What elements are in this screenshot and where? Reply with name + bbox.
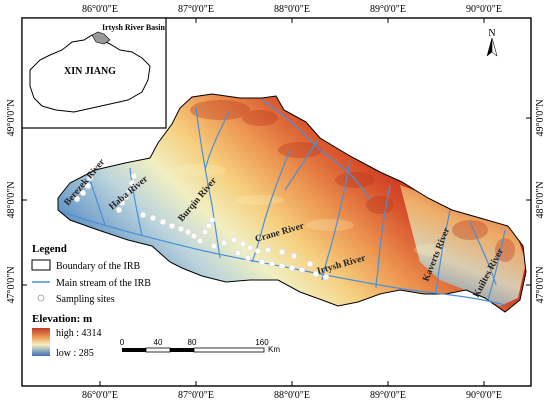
north-arrow: N (486, 28, 498, 57)
elevation-low-label: low : 285 (56, 348, 94, 359)
haba-river-line (129, 167, 143, 237)
burqin-tributary (204, 109, 231, 171)
longitude-labels-top: 86°0'0"E 87°0'0"E 88°0'0"E 89°0'0"E 90°0… (82, 4, 502, 15)
inset-region-label: XIN JIANG (64, 66, 116, 77)
lon-label-90-bottom: 90°0'0"E (466, 390, 502, 401)
xinjiang-outline (29, 34, 151, 113)
inset-map: Irtysh River Basin XIN JIANG (21, 17, 167, 129)
crane-river-line (251, 149, 291, 263)
sampling-sites (73, 172, 330, 281)
legend-boundary-label: Boundary of the IRB (56, 261, 140, 272)
lat-label-49-left: 49°0'0"N (6, 99, 17, 136)
lon-label-90-top: 90°0'0"E (466, 4, 502, 15)
elevation-ramp (32, 328, 50, 356)
kaverts-river-line (435, 209, 451, 293)
lat-label-48-right: 48°0'0"N (535, 181, 546, 218)
north-label: N (488, 28, 495, 39)
elevation-title: Elevation: m (32, 313, 92, 325)
lon-label-88-top: 88°0'0"E (274, 4, 310, 15)
upper-tributary-2 (321, 159, 351, 281)
lon-label-88-bottom: 88°0'0"E (274, 390, 310, 401)
legend-site-swatch (37, 294, 45, 302)
legend-title: Legend (32, 243, 67, 255)
latitude-labels-left: 49°0'0"N 48°0'0"N 47°0'0"N (6, 99, 17, 303)
scale-tick-40: 40 (154, 338, 163, 347)
east-tributary (469, 221, 497, 286)
lon-label-87-top: 87°0'0"E (178, 4, 214, 15)
legend-boundary-swatch (31, 259, 51, 271)
burqin-river-line (195, 107, 221, 259)
scale-tick-160: 160 (255, 338, 269, 347)
inset-title: Irtysh River Basin (102, 23, 166, 32)
lon-label-86-top: 86°0'0"E (82, 4, 118, 15)
latitude-labels-right: 49°0'0"N 48°0'0"N 47°0'0"N (535, 99, 546, 303)
scale-unit: Km (268, 345, 280, 354)
longitude-labels-bottom: 86°0'0"E 87°0'0"E 88°0'0"E 89°0'0"E 90°0… (82, 390, 502, 401)
lon-label-89-top: 89°0'0"E (370, 4, 406, 15)
kuiltes-river-line (487, 229, 506, 301)
scale-tick-80: 80 (188, 338, 197, 347)
legend-sites-label: Sampling sites (56, 294, 115, 305)
berezek-river-line (89, 179, 106, 226)
upper-tributary-1 (261, 99, 371, 201)
elevation-high-label: high : 4314 (56, 328, 102, 339)
inset-irb-highlight (91, 31, 111, 45)
lon-label-86-bottom: 86°0'0"E (82, 390, 118, 401)
scale-tick-0: 0 (120, 338, 125, 347)
lat-label-47-left: 47°0'0"N (6, 266, 17, 303)
lat-label-49-right: 49°0'0"N (535, 99, 546, 136)
lat-label-48-left: 48°0'0"N (6, 181, 17, 218)
map-frame (21, 17, 532, 387)
graticule-ticks (22, 18, 531, 386)
lon-label-89-bottom: 89°0'0"E (370, 390, 406, 401)
upper-tributary-3 (375, 184, 391, 289)
scale-bar: 0 40 80 160 Km (120, 338, 281, 354)
lon-label-87-bottom: 87°0'0"E (178, 390, 214, 401)
legend-stream-label: Main stream of the IRB (56, 278, 151, 289)
basin-boundary (57, 93, 527, 313)
legend: Legend Boundary of the IRB Main stream o… (31, 243, 151, 359)
lat-label-47-right: 47°0'0"N (535, 266, 546, 303)
